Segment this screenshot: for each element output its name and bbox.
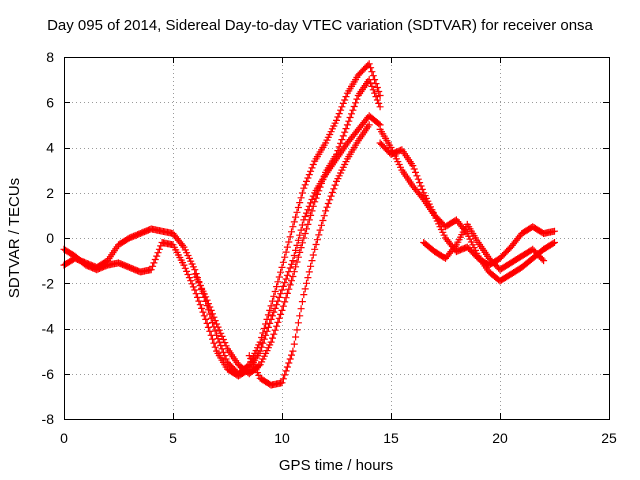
y-tick-label: -4 — [42, 321, 55, 337]
y-tick-label: -2 — [42, 275, 55, 291]
axis-ticks: 0 5 10 15 20 25 -8 -6 -4 -2 0 2 4 6 8 — [42, 49, 617, 446]
y-tick-label: 2 — [46, 185, 54, 201]
x-tick-label: 20 — [492, 430, 508, 446]
series-trace-7 — [420, 220, 548, 274]
series-trace-6 — [376, 139, 558, 269]
x-tick-label: 10 — [274, 430, 290, 446]
y-tick-label: -6 — [42, 366, 55, 382]
plus-markers — [376, 139, 558, 269]
y-tick-label: -8 — [42, 411, 55, 427]
plus-markers — [420, 220, 548, 274]
y-tick-label: 4 — [46, 140, 54, 156]
series-trace-5 — [376, 125, 558, 285]
series-trace-4 — [245, 121, 373, 389]
y-tick-label: 6 — [46, 94, 54, 110]
y-axis-label: SDTVAR / TECUs — [6, 178, 23, 298]
x-tick-label: 25 — [601, 430, 617, 446]
series-trace-3 — [191, 76, 384, 378]
y-tick-label: 8 — [46, 49, 54, 65]
plus-markers — [245, 121, 373, 389]
y-tick-label: 0 — [46, 230, 54, 246]
grid-lines — [64, 57, 609, 419]
chart-title: Day 095 of 2014, Sidereal Day-to-day VTE… — [47, 17, 593, 34]
x-tick-label: 0 — [60, 430, 68, 446]
x-tick-label: 15 — [383, 430, 399, 446]
data-points — [60, 60, 558, 389]
plus-markers — [376, 125, 558, 285]
x-axis-label: GPS time / hours — [279, 457, 393, 474]
plus-markers — [191, 76, 384, 378]
x-tick-label: 5 — [169, 430, 177, 446]
